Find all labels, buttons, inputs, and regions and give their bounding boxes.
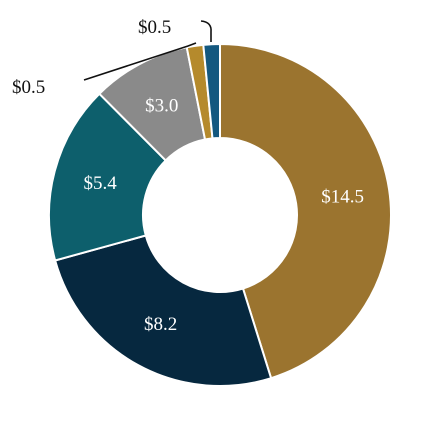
labels-group: $14.5 $8.2 $5.4 $3.0 $0.5 $0.5	[12, 17, 364, 335]
donut-slice-2	[53, 234, 273, 387]
donut-slice-3	[48, 92, 168, 262]
leader-line-small-slice-2	[200, 20, 212, 42]
data-label-6: $0.5	[138, 17, 171, 38]
data-label-1: $14.5	[321, 186, 364, 207]
donut-slice-1	[219, 42, 392, 380]
donut-slice-6	[202, 42, 221, 140]
data-label-3: $5.4	[84, 173, 118, 194]
data-label-2: $8.2	[144, 314, 177, 335]
leader-line-small-slice-1	[83, 42, 197, 81]
data-label-4: $3.0	[145, 96, 178, 117]
slices-group	[48, 42, 392, 387]
data-label-5: $0.5	[12, 77, 45, 98]
